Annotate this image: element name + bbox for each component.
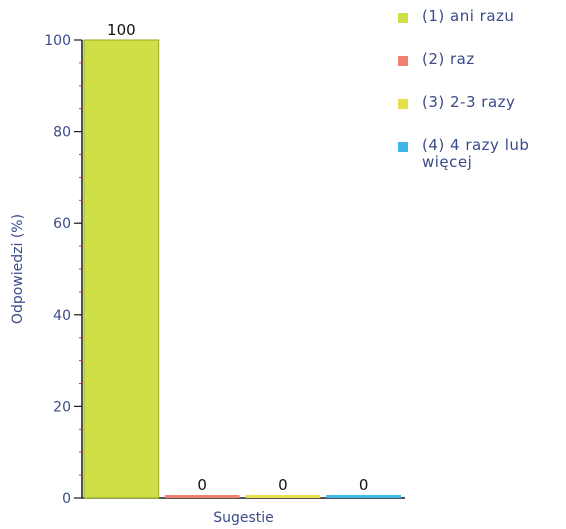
- y-tick-label: 20: [53, 399, 71, 415]
- y-tick-label: 80: [53, 125, 71, 141]
- legend-label: (3) 2-3 razy: [422, 93, 516, 111]
- data-label: 0: [278, 476, 288, 494]
- legend-item: (3) 2-3 razy: [398, 94, 563, 111]
- bars: [83, 39, 401, 499]
- y-axis-title: Odpowiedzi (%): [10, 214, 26, 324]
- legend-item: (1) ani razu: [398, 8, 563, 25]
- bar: [83, 39, 160, 499]
- legend-swatch: [398, 56, 408, 66]
- legend-swatch: [398, 142, 408, 152]
- data-labels: 100 0 0 0: [107, 21, 368, 494]
- legend-label: (1) ani razu: [422, 7, 515, 25]
- legend-label: (4) 4 razy lub więcej: [422, 136, 530, 171]
- legend: (1) ani razu (2) raz (3) 2-3 razy (4) 4 raz…: [398, 8, 563, 197]
- y-tick-label: 100: [44, 33, 71, 49]
- legend-label: (2) raz: [422, 50, 475, 68]
- data-label: 0: [197, 476, 207, 494]
- data-label: 0: [359, 476, 369, 494]
- y-tick-label: 40: [53, 308, 71, 324]
- legend-item: (2) raz: [398, 51, 563, 68]
- bar: [164, 495, 240, 498]
- y-tick-label: 0: [62, 491, 71, 507]
- y-tick-label: 60: [53, 216, 71, 232]
- data-label: 100: [107, 21, 136, 39]
- legend-item: (4) 4 razy lub więcej: [398, 137, 563, 171]
- legend-swatch: [398, 99, 408, 109]
- bar: [326, 495, 401, 498]
- bar: [245, 495, 321, 498]
- x-axis-title: Sugestie: [213, 510, 274, 526]
- legend-swatch: [398, 13, 408, 23]
